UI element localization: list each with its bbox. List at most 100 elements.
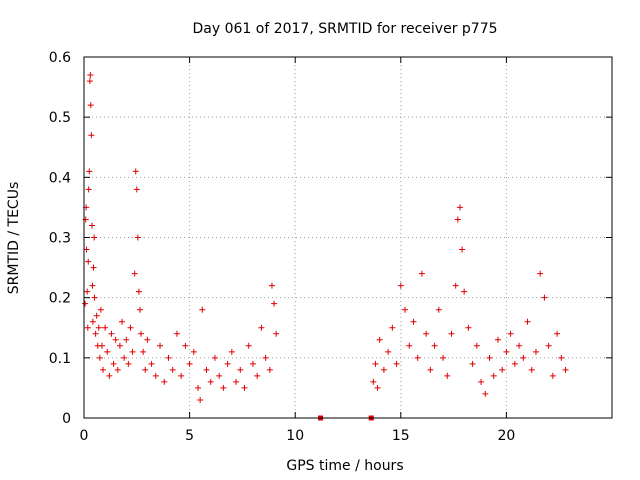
data-point	[511, 360, 518, 367]
data-point	[203, 366, 210, 373]
data-point	[186, 360, 193, 367]
x-tick-label: 15	[392, 428, 410, 444]
data-point	[233, 378, 240, 385]
data-point	[91, 294, 98, 301]
y-axis-label: SRMTID / TECUs	[6, 182, 22, 295]
data-point	[224, 360, 231, 367]
y-tick-label: 0.5	[49, 110, 71, 126]
data-point	[397, 282, 404, 289]
data-point	[216, 372, 223, 379]
data-point	[494, 336, 501, 343]
data-point	[558, 354, 565, 361]
data-point	[459, 246, 466, 253]
data-point	[102, 324, 109, 331]
data-point	[178, 372, 185, 379]
data-point	[136, 306, 143, 313]
data-point	[211, 354, 218, 361]
data-point	[91, 234, 98, 241]
data-point	[195, 384, 202, 391]
data-point	[448, 330, 455, 337]
data-point	[106, 372, 113, 379]
data-point	[271, 300, 278, 307]
data-point	[266, 366, 273, 373]
data-point	[418, 270, 425, 277]
data-point	[465, 324, 472, 331]
x-tick-label: 5	[185, 428, 194, 444]
data-point	[85, 186, 92, 193]
data-point	[406, 342, 413, 349]
data-point	[456, 204, 463, 211]
data-point	[414, 354, 421, 361]
data-point	[440, 354, 447, 361]
data-point	[116, 342, 123, 349]
data-point	[380, 366, 387, 373]
data-point	[142, 366, 149, 373]
data-point	[199, 306, 206, 313]
data-point	[190, 348, 197, 355]
y-tick-label: 0.2	[49, 291, 71, 307]
data-point	[173, 330, 180, 337]
data-point	[516, 342, 523, 349]
data-point	[478, 378, 485, 385]
data-point	[207, 378, 214, 385]
data-point	[87, 102, 94, 109]
data-point	[499, 366, 506, 373]
data-points	[82, 72, 569, 421]
data-point	[144, 336, 151, 343]
data-point	[93, 312, 100, 319]
data-point	[537, 270, 544, 277]
data-point	[545, 342, 552, 349]
data-point	[237, 366, 244, 373]
x-tick-label: 0	[80, 428, 89, 444]
data-point	[148, 360, 155, 367]
data-point	[84, 288, 91, 295]
data-point	[110, 360, 117, 367]
data-point	[541, 294, 548, 301]
data-point	[562, 366, 569, 373]
data-point	[90, 264, 97, 271]
data-point	[132, 168, 139, 175]
data-point	[127, 324, 134, 331]
data-point	[374, 384, 381, 391]
data-point	[423, 330, 430, 337]
data-point	[92, 330, 99, 337]
data-point	[86, 168, 93, 175]
data-point	[100, 366, 107, 373]
data-point	[524, 318, 531, 325]
data-point	[129, 348, 136, 355]
data-point	[254, 372, 261, 379]
data-point	[273, 330, 280, 337]
y-tick-label: 0.6	[49, 50, 71, 66]
data-point	[133, 186, 140, 193]
x-axis-label: GPS time / hours	[286, 458, 403, 474]
data-point	[89, 282, 96, 289]
data-point	[549, 372, 556, 379]
data-point	[431, 342, 438, 349]
data-point	[114, 366, 121, 373]
data-point	[97, 306, 104, 313]
data-point	[89, 222, 96, 229]
data-point	[152, 372, 159, 379]
y-tick-label: 0	[62, 411, 71, 427]
data-point	[262, 354, 269, 361]
data-point	[108, 330, 115, 337]
data-point	[96, 354, 103, 361]
data-point	[138, 330, 145, 337]
data-point	[486, 354, 493, 361]
data-point	[165, 354, 172, 361]
data-point	[121, 354, 128, 361]
data-point	[452, 282, 459, 289]
data-point	[182, 342, 189, 349]
data-point	[258, 324, 265, 331]
data-point	[469, 360, 476, 367]
data-point	[372, 360, 379, 367]
data-point	[112, 336, 119, 343]
data-point	[135, 288, 142, 295]
data-point	[125, 360, 132, 367]
data-point	[554, 330, 561, 337]
y-tick-label: 0.3	[49, 231, 71, 247]
data-point	[532, 348, 539, 355]
data-point	[528, 366, 535, 373]
data-point	[393, 360, 400, 367]
data-point	[89, 318, 96, 325]
